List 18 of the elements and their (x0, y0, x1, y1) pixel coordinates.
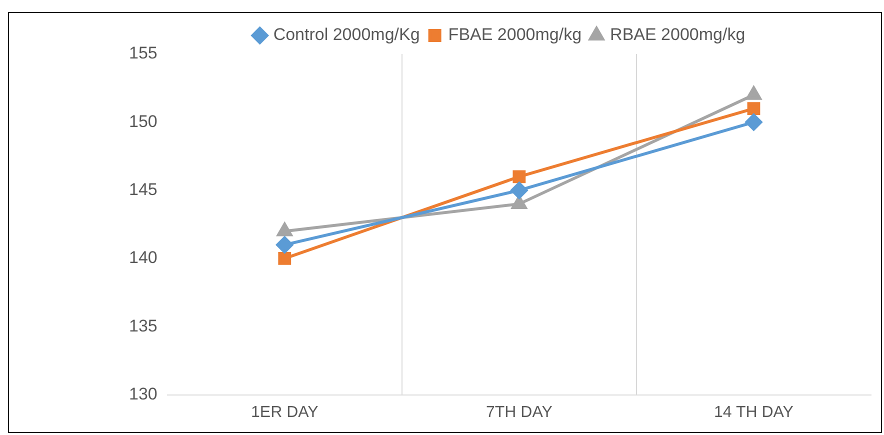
y-tick-label: 130 (128, 384, 158, 404)
point (510, 182, 528, 199)
x-tick-label: 1ER DAY (250, 404, 319, 421)
legend-label: RBAE 2000mg/kg (610, 25, 746, 44)
point (276, 236, 294, 254)
legend-label: FBAE 2000mg/kg (448, 25, 582, 44)
y-tick-label: 145 (128, 180, 158, 200)
y-tick-label: 135 (128, 316, 158, 336)
x-tick-label: 7TH DAY (486, 404, 553, 421)
y-tick-label: 150 (128, 112, 158, 131)
point (278, 252, 292, 265)
y-tick-label: 155 (128, 44, 158, 63)
x-tick-label: 14 TH DAY (714, 404, 794, 421)
point (745, 114, 762, 131)
y-tick-label: 140 (128, 248, 158, 268)
point (512, 170, 526, 184)
point (747, 102, 760, 115)
legend-label: Control 2000mg/Kg (273, 25, 420, 44)
